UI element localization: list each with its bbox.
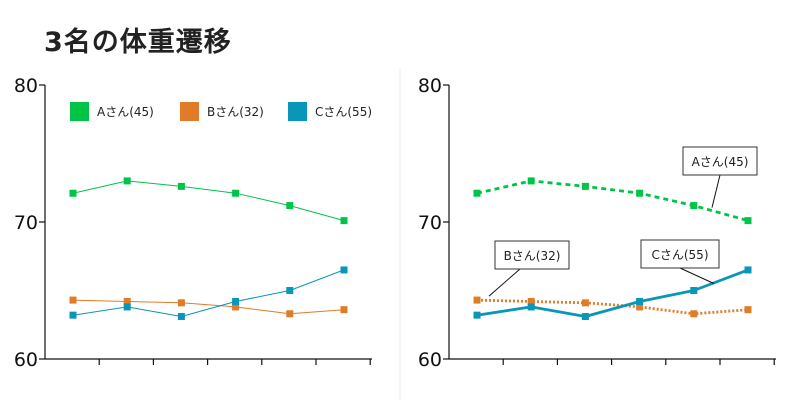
annotation-box-A xyxy=(682,146,758,176)
chart2-series-C-line xyxy=(476,268,749,318)
chart1-series-C-point xyxy=(340,266,348,274)
chart1-series-A-point xyxy=(69,189,77,197)
chart2-series-B-point xyxy=(744,306,752,314)
chart1-series-A-point xyxy=(232,189,240,197)
chart2-series-B-point xyxy=(473,296,481,304)
legend-label-B: Bさん(32) xyxy=(207,105,264,119)
chart1-series-C-point xyxy=(69,311,77,319)
chart1-y-tick-label: 70 xyxy=(14,212,38,234)
chart2-series-A-point xyxy=(581,182,589,190)
chart2-series-C-point xyxy=(527,303,535,311)
chart2-series-B-point xyxy=(581,299,589,307)
chart1-y-tick-label: 80 xyxy=(14,75,38,97)
chart1-y-tick-label: 60 xyxy=(14,349,38,371)
chart1-series-C-point xyxy=(232,297,240,305)
chart1-series-A-point xyxy=(123,177,131,185)
chart2-y-tick-label: 80 xyxy=(418,75,442,97)
annotation-label-B: Bさん(32) xyxy=(504,249,561,263)
chart1-series-B-point xyxy=(232,303,240,311)
annotation-box-B xyxy=(494,240,570,270)
chart2-series-B-point xyxy=(527,297,535,305)
chart2-series-A-point xyxy=(744,217,752,225)
chart2-series-B-line xyxy=(476,298,749,316)
legend-swatch-B xyxy=(180,102,199,121)
chart1-series-B-point xyxy=(69,296,77,304)
legend-swatch-A xyxy=(70,102,89,121)
chart2-series-A-point xyxy=(473,189,481,197)
chart2-series-A-point xyxy=(527,177,535,185)
annotation-leader-C xyxy=(679,267,715,284)
chart2-series-C-point xyxy=(744,266,752,274)
annotation-box-C xyxy=(640,239,720,269)
legend-swatch-C xyxy=(288,102,307,121)
chart1-series-A-point xyxy=(340,217,348,225)
chart1-series-A-line xyxy=(72,180,345,222)
chart1-series-B-point xyxy=(177,299,185,307)
chart2-series-A-line xyxy=(476,179,749,222)
chart2-series-B-point xyxy=(636,303,644,311)
chart1-series-B-point xyxy=(286,310,294,318)
chart2-series-A-point xyxy=(690,202,698,210)
page-title: 3名の体重遷移 xyxy=(44,27,232,58)
annotation-leader-B xyxy=(488,268,521,297)
chart2-y-tick-label: 70 xyxy=(418,212,442,234)
annotation-label-C: Cさん(55) xyxy=(651,248,708,262)
chart2-series-C-point xyxy=(581,313,589,321)
chart1-series-B-point xyxy=(340,306,348,314)
chart2-series-B-point xyxy=(690,310,698,318)
annotation-label-A: Aさん(45) xyxy=(692,155,749,169)
chart2-series-C-point xyxy=(473,311,481,319)
chart1-series-B-point xyxy=(123,297,131,305)
chart1-series-B-line xyxy=(72,299,345,315)
chart2-y-tick-label: 60 xyxy=(418,349,442,371)
chart1-series-A-point xyxy=(286,202,294,210)
chart2-series-C-point xyxy=(636,297,644,305)
legend-label-C: Cさん(55) xyxy=(315,105,372,119)
legend-label-A: Aさん(45) xyxy=(97,105,154,119)
chart1-series-C-line xyxy=(72,269,345,317)
annotation-leader-A xyxy=(711,174,721,208)
chart1-series-C-point xyxy=(123,303,131,311)
chart1-series-C-point xyxy=(177,313,185,321)
chart1-series-C-point xyxy=(286,287,294,294)
chart1-series-A-point xyxy=(177,182,185,190)
chart2-series-A-point xyxy=(636,189,644,197)
chart2-series-C-point xyxy=(690,287,698,294)
